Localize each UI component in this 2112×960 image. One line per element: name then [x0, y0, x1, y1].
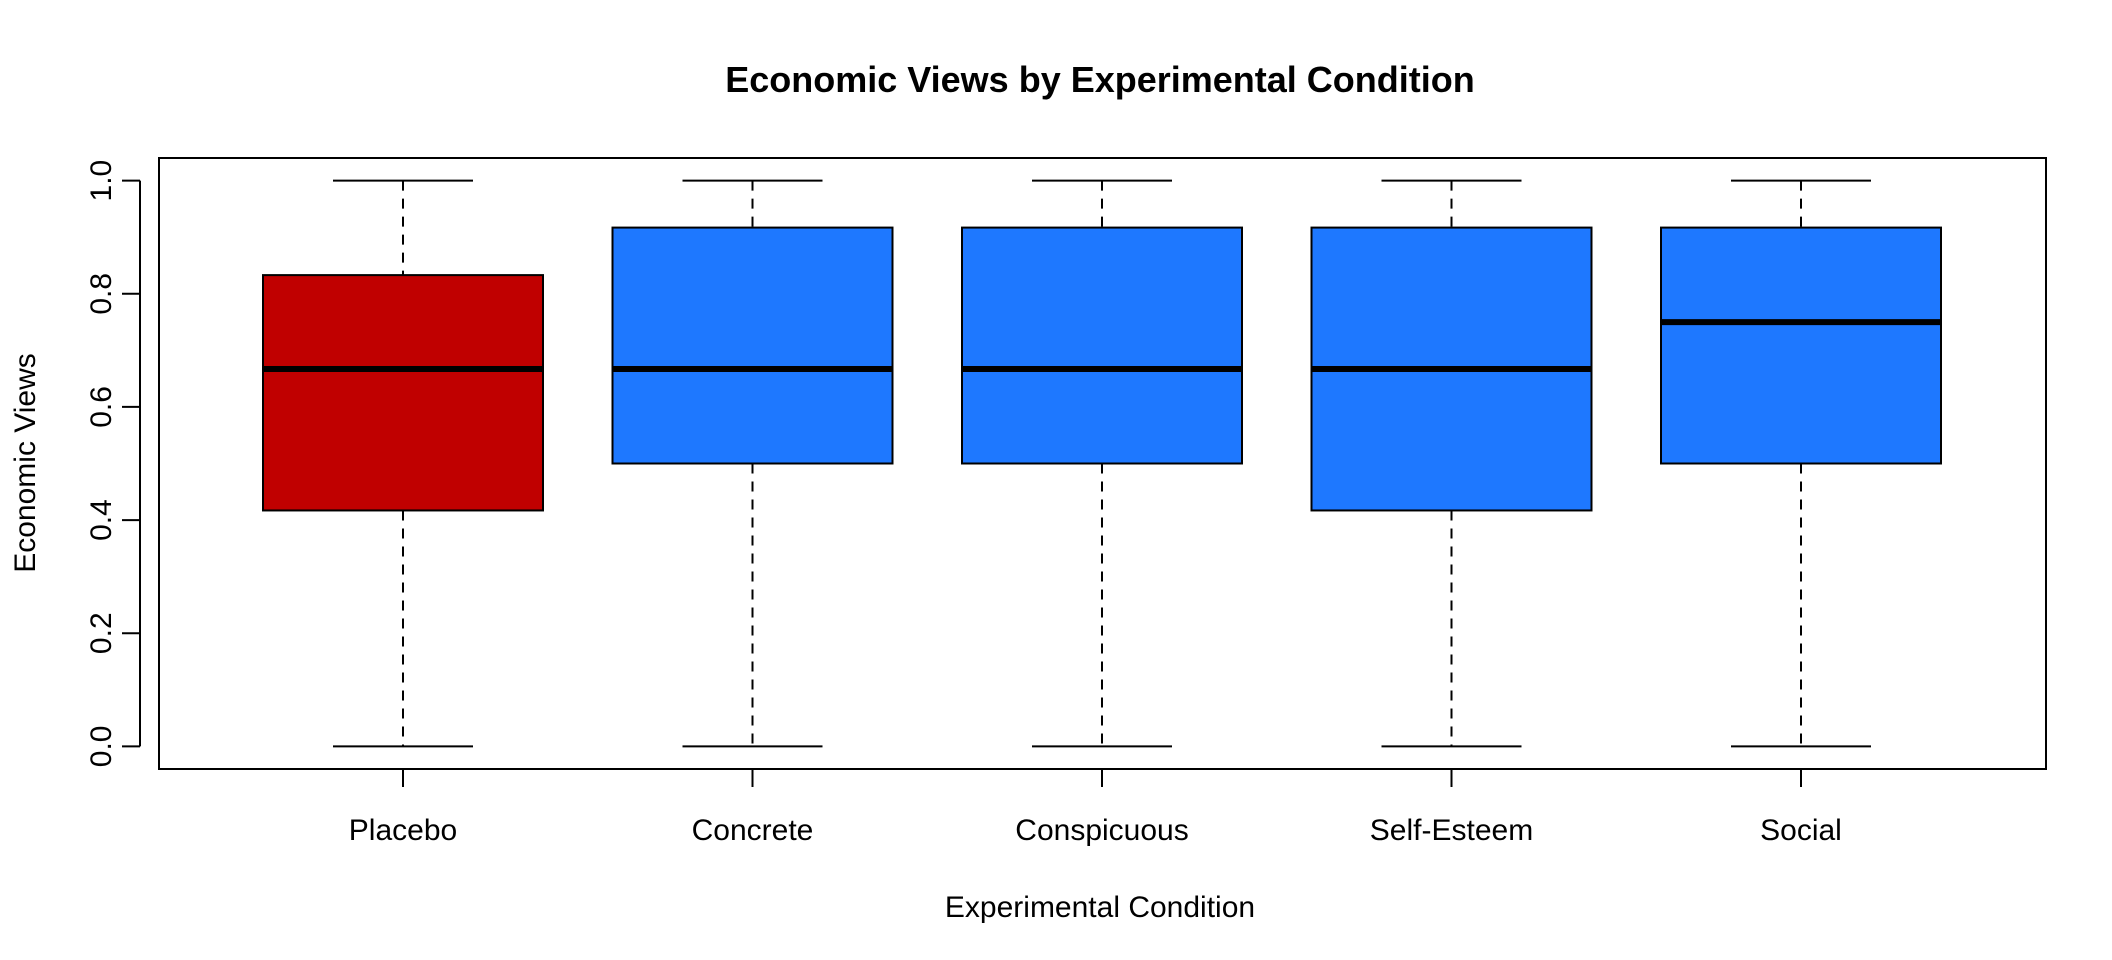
- chart-title: Economic Views by Experimental Condition: [725, 59, 1475, 100]
- y-tick-label: 0.4: [85, 499, 118, 541]
- box-series: [262, 179, 1942, 748]
- y-tick-label: 1.0: [85, 160, 118, 202]
- y-axis: 0.0 0.2 0.4 0.6 0.8 1.0: [85, 160, 141, 768]
- box-placebo: [262, 179, 544, 748]
- iqr-box: [961, 226, 1243, 465]
- x-axis-label: Experimental Condition: [945, 891, 1255, 924]
- x-tick-label: Conspicuous: [1015, 814, 1188, 847]
- iqr-box: [611, 226, 894, 465]
- box-social: [1660, 179, 1942, 748]
- iqr-box: [262, 274, 544, 512]
- box-self-esteem: [1310, 179, 1593, 748]
- y-tick-label: 0.8: [85, 273, 118, 315]
- x-tick-label: Placebo: [349, 814, 457, 847]
- box-conspicuous: [961, 179, 1243, 748]
- x-tick-label: Concrete: [692, 814, 814, 847]
- y-tick-label: 0.6: [85, 386, 118, 428]
- iqr-box: [1660, 226, 1942, 465]
- x-axis: Placebo Concrete Conspicuous Self-Esteem Soc…: [349, 768, 1842, 847]
- y-axis-label: Economic Views: [9, 353, 42, 573]
- y-tick-label: 0.0: [85, 726, 118, 768]
- y-tick-label: 0.2: [85, 612, 118, 654]
- x-tick-label: Self-Esteem: [1370, 814, 1533, 847]
- box-concrete: [611, 179, 894, 748]
- x-tick-label: Social: [1760, 814, 1842, 847]
